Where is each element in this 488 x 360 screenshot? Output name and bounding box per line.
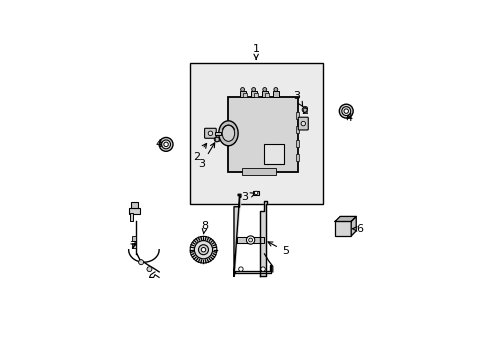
Bar [189,63,322,204]
Circle shape [251,87,255,91]
Text: 3: 3 [198,143,214,169]
Text: 3: 3 [241,192,254,202]
Text: 2: 2 [301,106,307,122]
Bar [254,93,258,97]
Circle shape [240,87,244,91]
Polygon shape [350,216,355,236]
Circle shape [162,140,170,149]
Bar [261,91,267,97]
Bar [242,168,275,175]
Bar [128,208,140,214]
Circle shape [339,104,352,118]
Circle shape [201,247,205,252]
Text: 8: 8 [201,221,208,234]
Bar [302,108,306,112]
Text: 2: 2 [193,143,206,162]
Circle shape [214,137,219,142]
Bar [239,91,245,97]
Bar [130,202,138,208]
Bar [243,93,246,97]
Polygon shape [233,265,271,273]
Circle shape [262,87,266,91]
Bar [228,97,297,172]
Bar [296,154,298,161]
Bar [296,140,298,147]
Circle shape [302,107,306,112]
Circle shape [273,87,277,91]
Circle shape [194,240,212,259]
Text: 3: 3 [292,91,302,107]
Text: 7: 7 [129,240,136,251]
Circle shape [138,260,143,265]
Bar [214,138,218,141]
Circle shape [246,236,254,244]
Bar [130,213,133,221]
Polygon shape [260,201,267,276]
Text: 5: 5 [267,242,288,256]
Ellipse shape [222,125,234,141]
Text: 4: 4 [345,113,352,123]
Circle shape [208,131,212,135]
FancyBboxPatch shape [298,117,307,130]
Circle shape [260,267,265,271]
Bar [334,221,350,236]
Bar [250,91,256,97]
Circle shape [254,191,257,194]
Bar [132,243,136,248]
Text: 4: 4 [155,139,165,149]
Bar [264,144,284,164]
Bar [272,91,278,97]
Circle shape [341,107,350,116]
FancyBboxPatch shape [204,128,216,138]
Circle shape [344,109,348,113]
Polygon shape [236,237,264,243]
Polygon shape [233,194,241,276]
Circle shape [146,267,152,271]
Circle shape [198,245,208,255]
Circle shape [163,142,168,147]
Polygon shape [334,216,355,221]
Bar [265,93,268,97]
Bar [252,191,259,195]
Circle shape [238,267,243,271]
Ellipse shape [218,121,238,146]
Circle shape [248,238,252,242]
Circle shape [159,138,173,151]
Bar [296,126,298,133]
Circle shape [301,121,305,126]
Bar [215,132,221,135]
Text: 6: 6 [352,224,363,234]
Bar [296,112,298,120]
Bar [132,236,136,242]
Text: 1: 1 [252,44,259,59]
